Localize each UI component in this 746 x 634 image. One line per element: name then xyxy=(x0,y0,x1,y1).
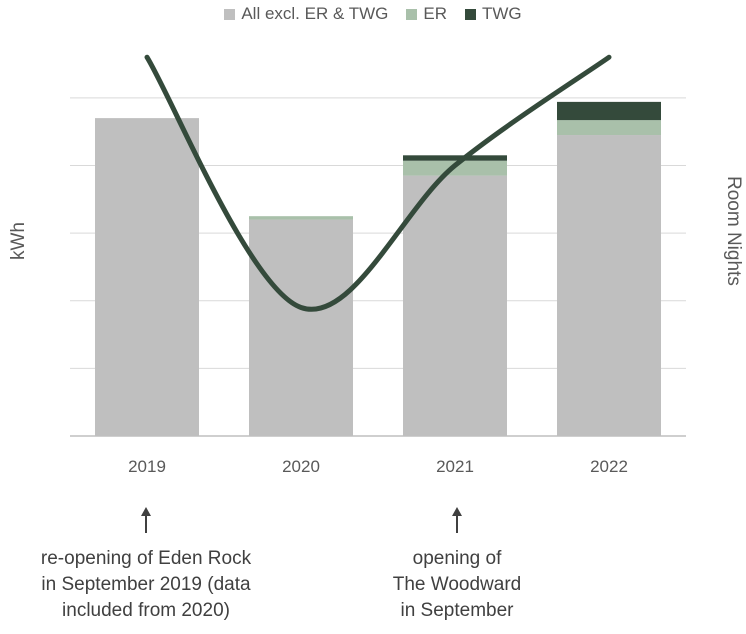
annotation-arrow-head-2021 xyxy=(452,507,462,516)
legend-swatch-er xyxy=(406,8,418,20)
legend-item-er: ER xyxy=(406,4,447,24)
annotation-2021-line-1: opening of xyxy=(412,548,502,569)
annotation-arrow-2021 xyxy=(456,515,458,533)
legend-swatch-all xyxy=(224,8,236,20)
x-tick-label: 2019 xyxy=(128,457,166,476)
annotation-2021: opening of The Woodward in September xyxy=(350,546,564,624)
annotation-arrow-2019 xyxy=(145,515,147,533)
x-tick-label: 2021 xyxy=(436,457,474,476)
legend-item-all: All excl. ER & TWG xyxy=(224,4,388,24)
legend-item-twg: TWG xyxy=(465,4,522,24)
annotation-2019: re-opening of Eden Rock in September 201… xyxy=(0,546,292,624)
x-tick-label: 2022 xyxy=(590,457,628,476)
bar-segment xyxy=(249,219,353,436)
bar-segment xyxy=(403,155,507,161)
annotation-2019-line-3: included from 2020) xyxy=(62,600,230,621)
bar-segment xyxy=(403,175,507,436)
chart-legend: All excl. ER & TWG ER TWG xyxy=(0,4,746,24)
room-nights-line xyxy=(144,54,612,312)
annotation-2021-line-3: in September xyxy=(400,600,514,621)
bar-segment xyxy=(557,135,661,436)
annotation-arrow-head-2019 xyxy=(141,507,151,516)
bar-segment xyxy=(95,118,199,436)
annotation-2019-line-2: in September 2019 (data xyxy=(41,574,251,595)
legend-swatch-twg xyxy=(465,8,476,20)
legend-label-er: ER xyxy=(423,4,447,23)
legend-label-twg: TWG xyxy=(482,4,522,23)
x-tick-label: 2020 xyxy=(282,457,320,476)
bar-segment xyxy=(557,120,661,136)
bar-segment xyxy=(249,216,353,220)
legend-label-all: All excl. ER & TWG xyxy=(241,4,389,23)
annotation-2021-line-2: The Woodward xyxy=(392,574,522,595)
annotation-2019-line-1: re-opening of Eden Rock xyxy=(40,548,252,569)
bar-segment xyxy=(557,101,661,121)
